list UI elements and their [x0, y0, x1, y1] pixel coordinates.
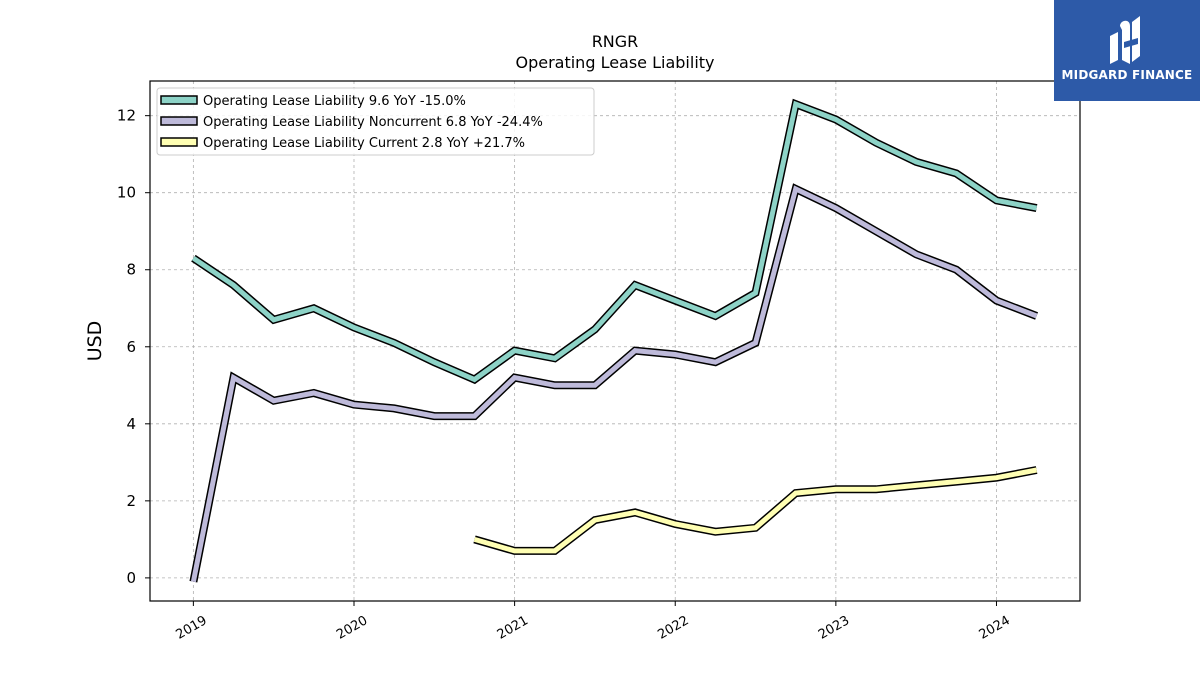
logo-text: MIDGARD FINANCE — [1061, 68, 1193, 82]
series-1 — [189, 183, 1039, 583]
series-2 — [473, 466, 1038, 555]
series-line — [473, 467, 1038, 554]
series-line — [190, 185, 1038, 583]
chart-title: RNGR — [592, 32, 639, 51]
legend: Operating Lease Liability 9.6 YoY -15.0%… — [156, 87, 595, 156]
plot-frame — [149, 80, 1081, 602]
x-tick-label: 2021 — [495, 613, 531, 643]
x-tick-label: 2024 — [977, 613, 1013, 643]
y-axis-label: USD — [84, 321, 106, 362]
chart-subtitle: Operating Lease Liability — [515, 53, 714, 72]
x-tick-label: 2023 — [816, 613, 852, 643]
logo-mark-icon — [1110, 16, 1140, 65]
y-tick-label: 12 — [117, 107, 136, 125]
y-tick-label: 4 — [126, 415, 136, 433]
legend-box — [156, 87, 595, 156]
y-tick-label: 2 — [126, 492, 136, 510]
y-tick-label: 10 — [117, 184, 136, 202]
series-line-outline — [189, 183, 1039, 583]
legend-swatch — [160, 116, 198, 126]
legend-entry: Operating Lease Liability Noncurrent 6.8… — [203, 115, 543, 130]
x-tick-label: 2022 — [655, 613, 691, 643]
series-line — [192, 100, 1038, 383]
axis-ticks: 0 2 4 6 8 10 12 2019 2020 2021 2022 2023 2024 — [117, 107, 1013, 643]
legend-entry: Operating Lease Liability Current 2.8 Yo… — [203, 136, 525, 151]
legend-swatch — [160, 95, 198, 105]
x-tick-label: 2019 — [174, 613, 210, 643]
legend-swatch — [160, 137, 198, 147]
legend-entry: Operating Lease Liability 9.6 YoY -15.0% — [203, 94, 466, 109]
series-lines — [189, 98, 1039, 583]
y-tick-label: 8 — [126, 261, 136, 279]
y-tick-label: 0 — [126, 569, 136, 587]
series-0 — [191, 98, 1038, 385]
y-tick-label: 6 — [126, 338, 136, 356]
x-tick-label: 2020 — [334, 613, 370, 643]
grid — [150, 81, 1080, 601]
brand-logo: MIDGARD FINANCE — [1054, 0, 1200, 101]
